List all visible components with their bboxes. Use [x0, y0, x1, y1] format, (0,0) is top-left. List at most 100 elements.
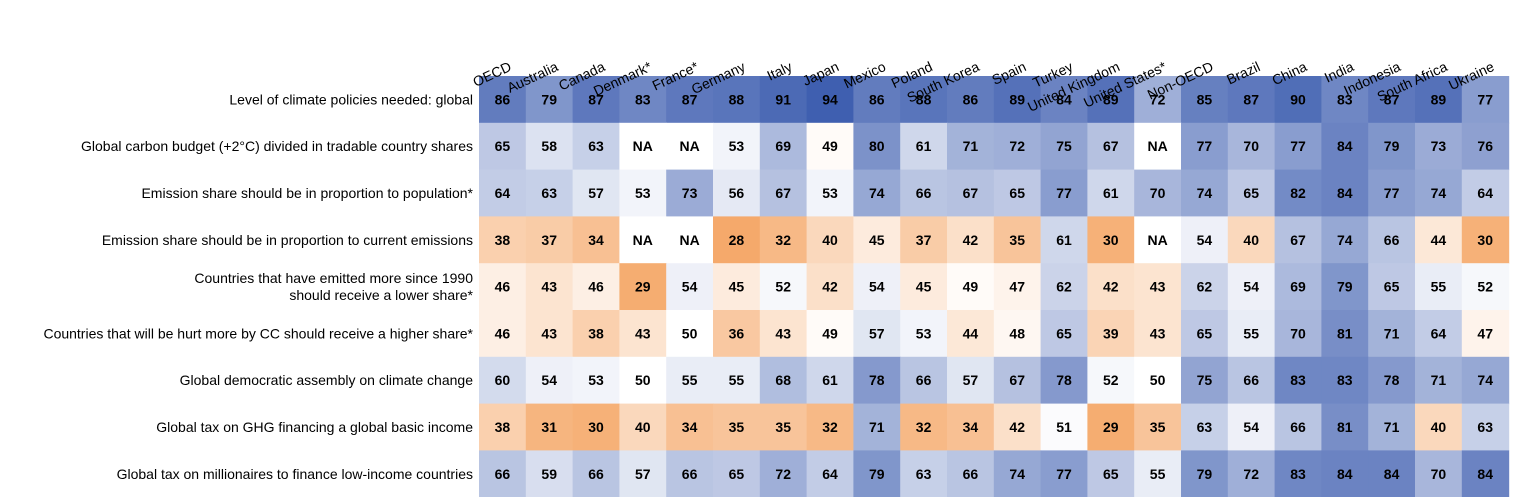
heatmap-cell-r5-brazil [1227, 310, 1276, 358]
cell-value-label: 42 [1009, 419, 1025, 435]
cell-value-label: 49 [963, 279, 979, 295]
cell-value-label: 63 [1477, 419, 1493, 435]
heatmap-cell-r8-italy [759, 450, 808, 497]
cell-value-label: 65 [1197, 325, 1213, 341]
heatmap-cell-r3-united-states [1134, 216, 1182, 264]
heatmap-cell-r4-france [666, 263, 714, 311]
heatmap-cell-r5-germany [713, 310, 761, 358]
cell-value-label: 70 [1150, 185, 1166, 201]
heatmap-cell-r4-ukraine [1461, 263, 1510, 311]
cell-value-label: 74 [1337, 232, 1353, 248]
heatmap-cell-r2-denmark [619, 169, 667, 217]
heatmap-cell-r4-denmark [619, 263, 667, 311]
cell-value-label: 57 [869, 325, 885, 341]
cell-value-label: 55 [682, 372, 698, 388]
heatmap-cell-r2-japan [806, 169, 854, 217]
heatmap-cell-r8-non-oecd [1181, 450, 1229, 497]
cell-value-label: 83 [635, 91, 651, 107]
heatmap-cell-r3-united-kingdom [1087, 216, 1135, 264]
cell-value-label: 72 [1150, 91, 1166, 107]
cell-value-label: 65 [1243, 185, 1259, 201]
heatmap-cell-r1-united-states [1134, 122, 1182, 171]
cell-value-label: 65 [495, 138, 511, 154]
cell-value-label: 49 [822, 325, 838, 341]
cell-value-label: 30 [1103, 232, 1119, 248]
cell-value-label: 87 [1384, 91, 1400, 107]
heatmap-cell-r8-united-states [1134, 450, 1182, 497]
cell-value-label: 66 [495, 466, 511, 482]
cell-value-label: 61 [916, 138, 932, 154]
heatmap-cell-r2-italy [759, 169, 808, 217]
heatmap-cell-r8-canada [572, 450, 620, 497]
heatmap-cell-r1-australia [525, 122, 574, 171]
cell-value-label: 38 [495, 419, 511, 435]
cell-value-label: 43 [1150, 279, 1166, 295]
cell-value-label: 43 [775, 325, 791, 341]
heatmap-cell-r5-united-states [1134, 310, 1182, 358]
heatmap-cell-r3-china [1274, 216, 1322, 264]
cell-value-label: 46 [588, 279, 604, 295]
row-label: Countries that have emitted more since 1… [194, 270, 473, 286]
cell-value-label: 87 [1243, 91, 1259, 107]
heatmap-cell-r3-australia [525, 216, 574, 264]
heatmap-cell-r8-mexico [853, 450, 901, 497]
heatmap-cell-r4-united-states [1134, 263, 1182, 311]
heatmap-cell-r0-brazil [1227, 76, 1276, 124]
row-label: Global carbon budget (+2°C) divided in t… [81, 138, 473, 154]
cell-value-label: 67 [963, 185, 979, 201]
heatmap-cell-r1-indonesia [1368, 122, 1416, 171]
heatmap-cell-r1-italy [759, 122, 808, 171]
cell-value-label: 55 [729, 372, 745, 388]
cell-value-label: 89 [1103, 91, 1119, 107]
heatmap-cell-r3-south-africa [1415, 216, 1463, 264]
cell-value-label: 66 [588, 466, 604, 482]
cell-value-label: 57 [588, 185, 604, 201]
heatmap-cell-r6-ukraine [1461, 356, 1510, 405]
heatmap-cell-r7-united-states [1134, 403, 1182, 451]
heatmap-cell-r3-oecd [479, 216, 527, 264]
cell-value-label: 63 [541, 185, 557, 201]
heatmap-cell-r1-germany [713, 122, 761, 171]
heatmap-cell-r8-australia [525, 450, 574, 497]
heatmap-cell-r0-united-kingdom [1087, 76, 1135, 124]
heatmap-cell-r2-united-states [1134, 169, 1182, 217]
cell-value-label: 66 [1243, 372, 1259, 388]
heatmap-cell-r4-mexico [853, 263, 901, 311]
cell-value-label: 71 [1384, 419, 1400, 435]
heatmap-cell-r4-japan [806, 263, 854, 311]
cell-value-label: NA [679, 232, 699, 248]
cell-value-label: 77 [1477, 91, 1493, 107]
cell-value-label: 55 [1431, 279, 1447, 295]
cell-value-label: 31 [541, 419, 557, 435]
cell-value-label: 40 [635, 419, 651, 435]
heatmap-cell-r6-united-states [1134, 356, 1182, 405]
cell-value-label: 35 [775, 419, 791, 435]
cell-value-label: 64 [495, 185, 511, 201]
heatmap-cell-r1-japan [806, 122, 854, 171]
row-label: Emission share should be in proportion t… [141, 185, 473, 201]
cell-value-label: 30 [1477, 232, 1493, 248]
heatmap-cell-r7-australia [525, 403, 574, 451]
heatmap-cell-r5-china [1274, 310, 1322, 358]
row-label: Global democratic assembly on climate ch… [180, 372, 474, 388]
heatmap-cell-r7-indonesia [1368, 403, 1416, 451]
heatmap-cell-r3-france [666, 216, 714, 264]
heatmap-cell-r0-south-korea [947, 76, 995, 124]
cell-value-label: NA [679, 138, 699, 154]
cell-value-label: 42 [1103, 279, 1119, 295]
heatmap-cell-r5-denmark [619, 310, 667, 358]
heatmap-cell-r1-poland [900, 122, 948, 171]
heatmap-cell-r0-germany [713, 76, 761, 124]
cell-value-label: 61 [1103, 185, 1119, 201]
cell-value-label: 38 [588, 325, 604, 341]
heatmap-cell-r7-non-oecd [1181, 403, 1229, 451]
cell-value-label: 75 [1197, 372, 1213, 388]
cell-value-label: 77 [1056, 466, 1072, 482]
cell-value-label: 55 [1150, 466, 1166, 482]
heatmap-cell-r8-south-korea [947, 450, 995, 497]
heatmap-cell-r3-india [1321, 216, 1369, 264]
cell-value-label: 54 [682, 279, 698, 295]
cell-value-label: 77 [1197, 138, 1213, 154]
cell-value-label: 29 [1103, 419, 1119, 435]
cell-value-label: 37 [541, 232, 557, 248]
